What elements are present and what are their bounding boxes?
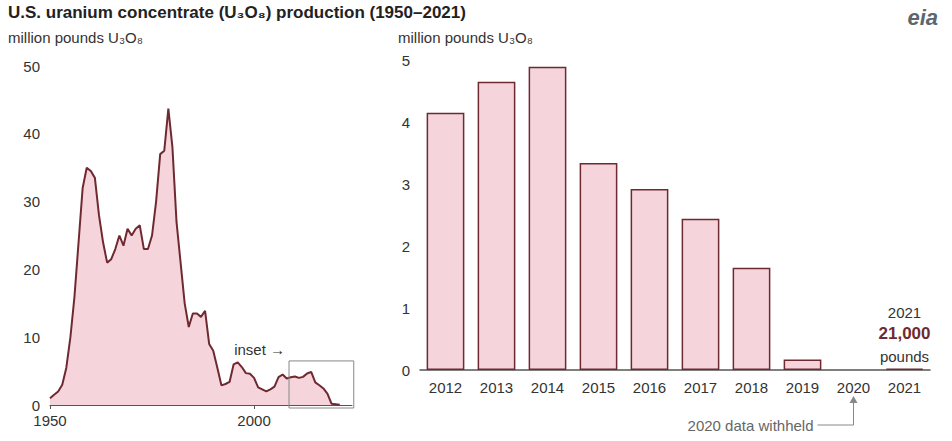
svg-text:0: 0 [32, 397, 40, 414]
svg-text:30: 30 [23, 193, 40, 210]
svg-text:pounds: pounds [880, 348, 929, 365]
svg-text:2019: 2019 [786, 379, 819, 396]
svg-text:4: 4 [402, 114, 410, 131]
svg-text:1950: 1950 [33, 412, 66, 429]
svg-text:2017: 2017 [684, 379, 717, 396]
svg-text:20: 20 [23, 261, 40, 278]
svg-text:0: 0 [402, 362, 410, 379]
svg-text:million pounds U₃O₈: million pounds U₃O₈ [398, 29, 533, 46]
svg-text:21,000: 21,000 [879, 324, 931, 343]
svg-text:2012: 2012 [429, 379, 462, 396]
svg-text:2018: 2018 [735, 379, 768, 396]
svg-text:2014: 2014 [531, 379, 564, 396]
svg-text:U.S. uranium concentrate (U₃O₈: U.S. uranium concentrate (U₃O₈) producti… [8, 3, 466, 22]
svg-text:2020: 2020 [837, 379, 870, 396]
svg-text:40: 40 [23, 125, 40, 142]
svg-text:2016: 2016 [633, 379, 666, 396]
svg-text:million pounds U₃O₈: million pounds U₃O₈ [8, 29, 143, 46]
svg-text:2: 2 [402, 238, 410, 255]
svg-text:eia: eia [907, 5, 938, 30]
svg-text:2013: 2013 [480, 379, 513, 396]
svg-text:2021: 2021 [888, 304, 921, 321]
svg-text:inset →: inset → [234, 341, 285, 358]
svg-text:3: 3 [402, 176, 410, 193]
svg-text:2021: 2021 [888, 379, 921, 396]
svg-text:10: 10 [23, 329, 40, 346]
svg-text:50: 50 [23, 58, 40, 75]
svg-text:2000: 2000 [237, 412, 270, 429]
svg-text:5: 5 [402, 52, 410, 69]
svg-text:2015: 2015 [582, 379, 615, 396]
svg-text:1: 1 [402, 300, 410, 317]
svg-text:2020 data withheld: 2020 data withheld [688, 417, 814, 434]
